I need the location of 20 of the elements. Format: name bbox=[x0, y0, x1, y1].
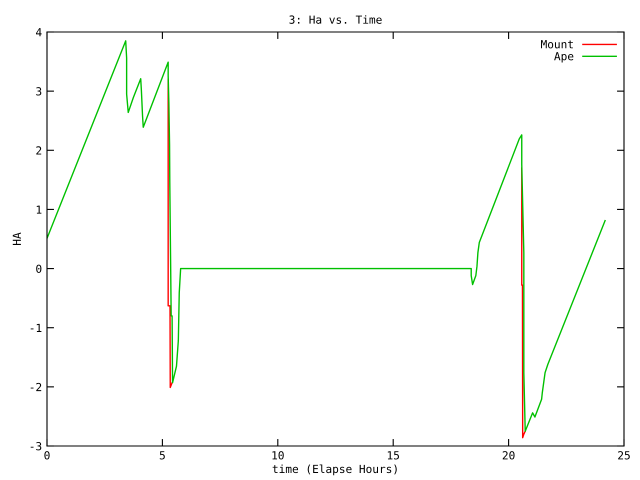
x-tick-label: 0 bbox=[44, 451, 50, 460]
y-tick-label: 2 bbox=[36, 146, 42, 155]
y-tick-label: 4 bbox=[36, 28, 42, 36]
y-tick-label: -1 bbox=[30, 324, 42, 332]
y-tick-label: -3 bbox=[30, 442, 42, 450]
legend-label: Ape bbox=[554, 52, 574, 63]
y-axis-title: HA bbox=[12, 232, 21, 245]
x-tick-label: 5 bbox=[160, 451, 165, 460]
y-tick-label: -2 bbox=[30, 382, 42, 392]
chart-title: 3: Ha vs. Time bbox=[289, 15, 382, 24]
y-tick-label: 3 bbox=[36, 87, 42, 96]
x-tick-label: 15 bbox=[388, 451, 399, 460]
x-axis-title: time (Elapse Hours) bbox=[272, 464, 397, 476]
y-tick-label: 1 bbox=[36, 206, 42, 214]
legend-label: Mount bbox=[541, 40, 573, 48]
x-tick-label: 20 bbox=[502, 451, 515, 460]
x-tick-label: 10 bbox=[272, 451, 284, 460]
x-tick-label: 25 bbox=[618, 451, 630, 460]
y-tick-label: 0 bbox=[36, 264, 42, 273]
line-series bbox=[47, 40, 606, 432]
